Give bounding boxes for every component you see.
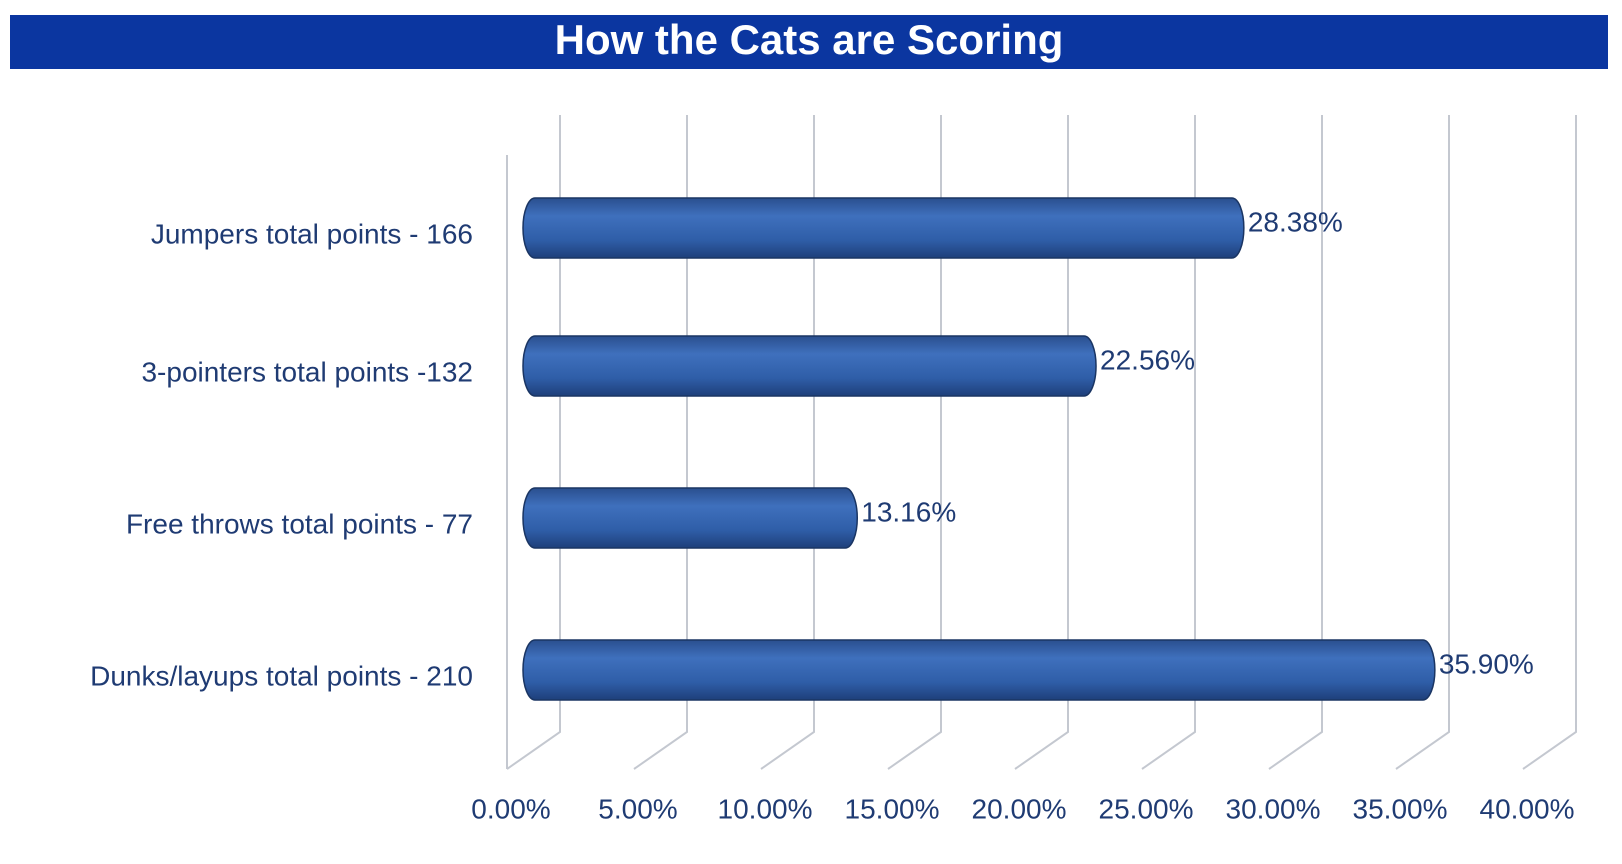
data-label: 22.56% [1100, 344, 1195, 375]
grid-line [1395, 115, 1450, 770]
x-tick-label: 10.00% [718, 793, 813, 824]
bar [522, 197, 1245, 259]
x-tick-label: 15.00% [845, 793, 940, 824]
y-tick-label: Jumpers total points - 166 [151, 218, 473, 249]
y-tick-label: 3-pointers total points -132 [141, 356, 473, 387]
x-tick-label: 40.00% [1480, 793, 1575, 824]
chart-title: How the Cats are Scoring [555, 16, 1064, 63]
grid-line [506, 115, 561, 770]
x-tick-label: 0.00% [471, 793, 550, 824]
data-label: 35.90% [1439, 648, 1534, 679]
grid-line [1141, 115, 1196, 770]
y-tick-label: Dunks/layups total points - 210 [90, 660, 473, 691]
x-tick-label: 5.00% [598, 793, 677, 824]
bar [522, 487, 859, 549]
grid-line [760, 115, 815, 770]
x-tick-label: 20.00% [972, 793, 1067, 824]
grid-line [1268, 115, 1323, 770]
x-tick-label: 30.00% [1226, 793, 1321, 824]
data-label: 13.16% [861, 496, 956, 527]
title-bar [10, 15, 1608, 69]
x-tick-label: 35.00% [1353, 793, 1448, 824]
data-label: 28.38% [1248, 206, 1343, 237]
grid-line [1522, 115, 1577, 770]
y-tick-label: Free throws total points - 77 [126, 508, 473, 539]
grid-line [633, 115, 688, 770]
bar [522, 335, 1097, 397]
grid-line [1014, 115, 1069, 770]
x-tick-label: 25.00% [1099, 793, 1194, 824]
grid-line [887, 115, 942, 770]
bar [522, 639, 1436, 701]
